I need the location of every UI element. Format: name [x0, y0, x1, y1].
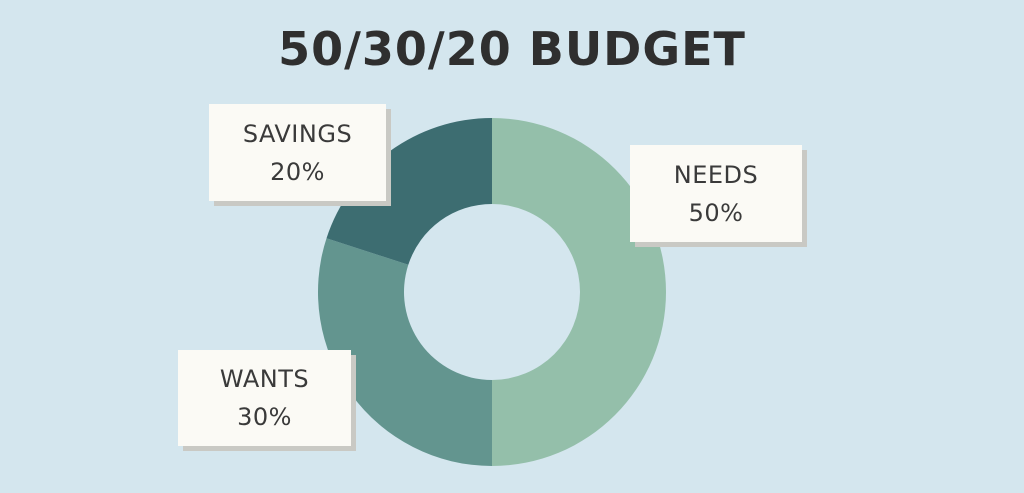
needs-value: 50%	[688, 198, 744, 227]
wants-label: WANTS	[219, 365, 310, 393]
savings-value: 20%	[270, 157, 325, 186]
wants-callout: WANTS 30%	[178, 350, 351, 446]
needs-callout: NEEDS 50%	[630, 145, 802, 242]
savings-label: SAVINGS	[242, 119, 353, 148]
savings-callout: SAVINGS 20%	[209, 104, 386, 201]
slice-wants	[317, 238, 492, 466]
needs-label: NEEDS	[673, 160, 759, 189]
slice-savings	[326, 118, 492, 265]
chart-title: 50/30/20 BUDGET	[278, 22, 746, 76]
slice-needs	[492, 118, 666, 466]
wants-value: 30%	[237, 403, 292, 431]
